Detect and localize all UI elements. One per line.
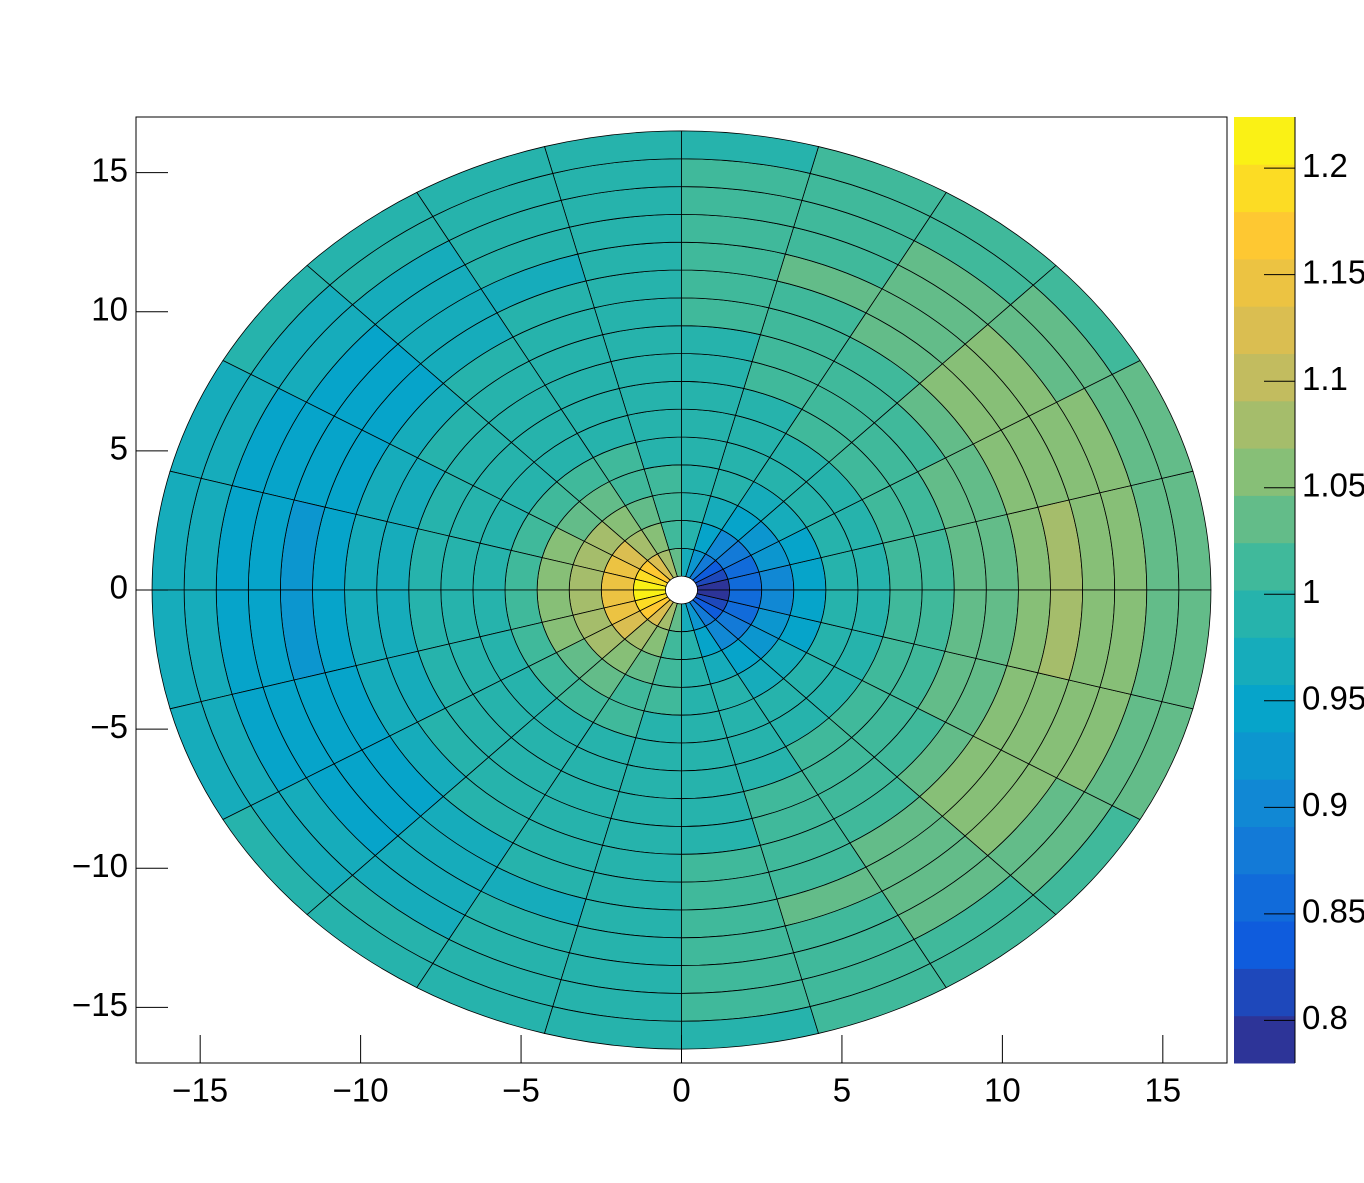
x-tick-label: −15 bbox=[172, 1072, 228, 1109]
colorbar-band bbox=[1234, 921, 1295, 969]
colorbar-tick-label: 1 bbox=[1302, 573, 1320, 610]
polar-bin bbox=[681, 408, 736, 443]
colorbar-tick-label: 1.15 bbox=[1302, 253, 1364, 290]
colorbar-band bbox=[1234, 258, 1295, 307]
polar-bin bbox=[851, 542, 891, 591]
x-tick-label: 5 bbox=[833, 1072, 851, 1109]
colorbar-tick-label: 0.85 bbox=[1302, 893, 1364, 930]
polar-bin bbox=[681, 737, 736, 772]
y-tick-label: −5 bbox=[90, 708, 128, 745]
colorbar-band bbox=[1234, 353, 1295, 402]
colorbar-band bbox=[1234, 590, 1295, 638]
polar-bin bbox=[635, 710, 682, 744]
colorbar-band bbox=[1234, 731, 1295, 780]
y-tick-label: 10 bbox=[91, 290, 128, 327]
polar-bin bbox=[627, 737, 682, 772]
colorbar-band bbox=[1234, 495, 1295, 544]
colorbar-band bbox=[1234, 873, 1295, 922]
colorbar-tick-label: 0.9 bbox=[1302, 786, 1348, 823]
colorbar-band bbox=[1234, 542, 1295, 591]
polar-bin bbox=[1161, 589, 1212, 710]
colorbar-band bbox=[1234, 1015, 1295, 1064]
colorbar-band bbox=[1234, 968, 1295, 1017]
y-tick-label: 15 bbox=[91, 151, 128, 188]
colorbar-band bbox=[1234, 211, 1295, 260]
colorbar-band bbox=[1234, 164, 1295, 213]
polar-bin bbox=[504, 549, 543, 591]
x-tick-label: −5 bbox=[502, 1072, 540, 1109]
x-tick-label: 15 bbox=[1144, 1072, 1181, 1109]
polar-bin bbox=[472, 542, 512, 591]
x-tick-label: 0 bbox=[672, 1072, 690, 1109]
y-tick-label: −15 bbox=[72, 986, 128, 1023]
colorbar-band bbox=[1234, 117, 1295, 165]
x-tick-label: −10 bbox=[333, 1072, 389, 1109]
polar-bin bbox=[820, 589, 859, 631]
colorbar-band bbox=[1234, 684, 1295, 733]
colorbar-band bbox=[1234, 637, 1295, 686]
polar-bin bbox=[851, 589, 891, 638]
colorbar-band bbox=[1234, 779, 1295, 827]
colorbar-tick-label: 1.1 bbox=[1302, 360, 1348, 397]
colorbar-tick-label: 0.8 bbox=[1302, 999, 1348, 1036]
colorbar-band bbox=[1234, 826, 1295, 875]
colorbar-tick-label: 1.2 bbox=[1302, 147, 1348, 184]
polar-bin bbox=[627, 408, 682, 443]
polar-bin bbox=[472, 589, 512, 638]
colorbar-tick-label: 1.05 bbox=[1302, 466, 1364, 503]
y-tick-label: 0 bbox=[110, 569, 128, 606]
polar-bin bbox=[681, 436, 728, 470]
y-tick-label: −10 bbox=[72, 847, 128, 884]
colorbar-band bbox=[1234, 448, 1295, 496]
x-tick-label: 10 bbox=[984, 1072, 1021, 1109]
colorbar-tick-label: 0.95 bbox=[1302, 680, 1364, 717]
colorbar-band bbox=[1234, 400, 1295, 449]
y-tick-label: 5 bbox=[110, 430, 128, 467]
colorbar-band bbox=[1234, 306, 1295, 354]
polar-bins bbox=[151, 130, 1212, 1050]
